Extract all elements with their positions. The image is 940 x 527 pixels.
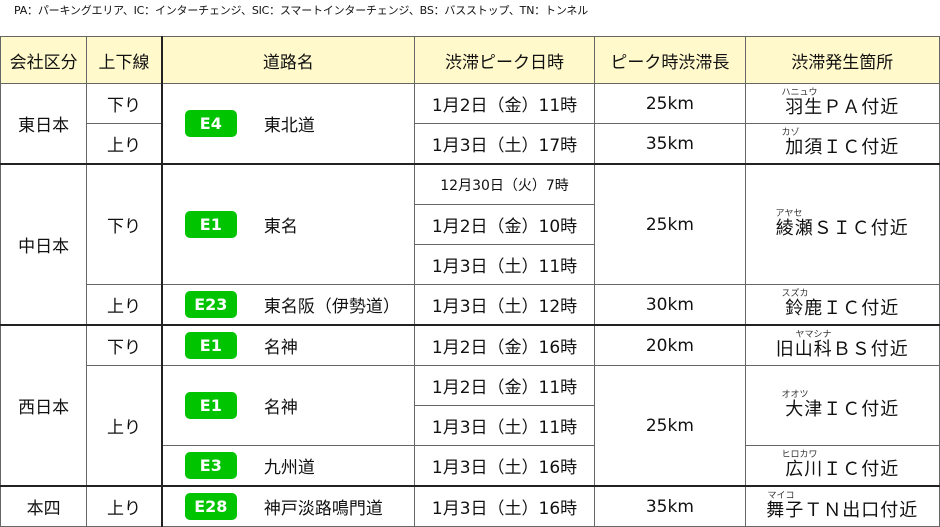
road-name: 東名 (263, 217, 298, 237)
peak-cell: 12月30日（火）7時 (413, 163, 596, 205)
road-cell: E1 名神 (160, 365, 415, 446)
company-cell: 西日本 (0, 324, 88, 487)
table-row: 本四 上り E28 神戸淡路鳴門道 1月3日（土）16時 35km マイコ 舞子ＴＮ… (0, 485, 940, 527)
peak-cell: 1月2日（金）10時 (413, 204, 596, 245)
road-name: 神戸淡路鳴門道 (263, 499, 383, 519)
direction-cell: 下り (86, 324, 163, 366)
table-row: 1月3日（土）11時 (1, 244, 940, 285)
location-reading: カゾ (781, 127, 800, 138)
peak-cell: 1月3日（土）11時 (413, 405, 596, 446)
location-cell: アヤセ 綾瀬ＳＩＣ付近 (744, 163, 940, 285)
table-row: 東日本 下り E4 東北道 1月2日（金）11時 25km ハニュウ 羽生ＰＡ付近 (0, 83, 940, 165)
location-name: 広川ＩＣ付近 (785, 458, 900, 480)
road-name: 九州道 (263, 458, 315, 478)
table-row: 中日本 下り E1 東名 12月30日（火）7時 25km アヤセ 綾瀬ＳＩＣ付近 (0, 163, 940, 326)
direction-cell: 上り (86, 123, 163, 165)
road-cell: E28 神戸淡路鳴門道 (160, 485, 415, 527)
congestion-table: 会社区分 上下線 道路名 渋滞ピーク日時 ピーク時渋滞長 渋滞発生箇所 東日本 … (0, 36, 940, 527)
location-reading: スズカ (781, 288, 809, 299)
location-name: 綾瀬ＳＩＣ付近 (775, 217, 909, 239)
location-reading: ヒロカワ (781, 449, 818, 460)
road-name: 東名阪（伊勢道） (263, 297, 400, 317)
length-cell: 25km (594, 163, 746, 285)
table-row: 1月3日（土）11時 (1, 405, 940, 446)
peak-cell: 1月2日（金）11時 (413, 83, 596, 124)
road-cell: E1 東名 (160, 163, 415, 285)
table-row: 上り E23 東名阪（伊勢道） 1月3日（土）12時 30km スズカ 鈴鹿ＩＣ付近 (1, 284, 940, 326)
header-row: 会社区分 上下線 道路名 渋滞ピーク日時 ピーク時渋滞長 渋滞発生箇所 (0, 36, 940, 84)
location-cell: ヤマシナ 旧山科ＢＳ付近 (744, 324, 940, 366)
road-name: 東北道 (263, 116, 315, 136)
route-badge: E28 (184, 493, 237, 520)
length-cell: 25km (594, 365, 746, 487)
table-row: E3 九州道 1月3日（土）16時 ヒロカワ 広川ＩＣ付近 (1, 445, 940, 487)
road-cell: E23 東名阪（伊勢道） (160, 284, 415, 326)
table-row: 西日本 下り E1 名神 1月2日（金）16時 20km ヤマシナ 旧山科ＢＳ付近 (0, 324, 940, 487)
direction-cell: 上り (86, 485, 163, 527)
company-cell: 本四 (0, 485, 88, 527)
table-row: 上り 1月3日（土）17時 35km カゾ 加須ＩＣ付近 (1, 123, 940, 165)
route-badge: E4 (184, 110, 237, 137)
location-name: 羽生ＰＡ付近 (785, 96, 900, 118)
peak-cell: 1月3日（土）17時 (413, 123, 596, 165)
header-length: ピーク時渋滞長 (594, 36, 746, 84)
direction-cell: 下り (86, 83, 163, 124)
peak-cell: 1月2日（金）11時 (413, 365, 596, 406)
location-reading: オオツ (781, 389, 809, 400)
road-cell: E3 九州道 (160, 445, 415, 487)
location-cell: カゾ 加須ＩＣ付近 (744, 123, 940, 165)
location-name: 鈴鹿ＩＣ付近 (785, 297, 900, 319)
length-cell: 30km (594, 284, 746, 326)
header-direction: 上下線 (86, 36, 163, 84)
location-reading: ハニュウ (781, 87, 818, 98)
length-cell: 25km (594, 83, 746, 124)
header-location: 渋滞発生箇所 (744, 36, 940, 84)
road-name: 名神 (263, 338, 298, 358)
location-name: 加須ＩＣ付近 (785, 136, 900, 158)
route-badge: E23 (184, 291, 237, 318)
location-reading: ヤマシナ (795, 329, 832, 340)
route-badge: E1 (184, 392, 237, 419)
length-cell: 20km (594, 324, 746, 366)
road-cell: E4 東北道 (160, 83, 415, 165)
location-cell: ハニュウ 羽生ＰＡ付近 (744, 83, 940, 124)
road-name: 名神 (263, 398, 298, 418)
header-peak: 渋滞ピーク日時 (413, 36, 596, 84)
location-reading: アヤセ (775, 208, 803, 219)
road-cell: E1 名神 (160, 324, 415, 366)
company-cell: 東日本 (0, 83, 88, 165)
location-cell: ヒロカワ 広川ＩＣ付近 (744, 445, 940, 487)
location-cell: マイコ 舞子ＴＮ出口付近 (744, 485, 940, 527)
direction-cell: 上り (86, 365, 163, 487)
location-cell: スズカ 鈴鹿ＩＣ付近 (744, 284, 940, 326)
peak-cell: 1月3日（土）16時 (413, 445, 596, 487)
header-company: 会社区分 (0, 36, 88, 84)
location-name: 大津ＩＣ付近 (785, 398, 900, 420)
peak-cell: 1月2日（金）16時 (413, 324, 596, 366)
abbreviation-legend: PA：パーキングエリア、IC：インターチェンジ、SIC：スマートインターチェンジ… (14, 4, 588, 17)
table-row: 1月2日（金）10時 (1, 204, 940, 245)
direction-cell: 上り (86, 284, 163, 326)
peak-cell: 1月3日（土）12時 (413, 284, 596, 326)
table-row: 上り E1 名神 1月2日（金）11時 25km オオツ 大津ＩＣ付近 (1, 365, 940, 487)
location-cell: オオツ 大津ＩＣ付近 (744, 365, 940, 446)
peak-cell: 1月3日（土）16時 (413, 485, 596, 527)
location-name: 旧山科ＢＳ付近 (775, 338, 909, 360)
route-badge: E3 (184, 452, 237, 479)
peak-cell: 1月3日（土）11時 (413, 244, 596, 285)
location-reading: マイコ (767, 490, 795, 501)
route-badge: E1 (184, 332, 237, 359)
company-cell: 中日本 (0, 163, 88, 326)
direction-cell: 下り (86, 163, 163, 285)
route-badge: E1 (184, 211, 237, 238)
length-cell: 35km (594, 485, 746, 527)
location-name: 舞子ＴＮ出口付近 (766, 499, 919, 521)
header-road: 道路名 (160, 36, 415, 84)
length-cell: 35km (594, 123, 746, 165)
